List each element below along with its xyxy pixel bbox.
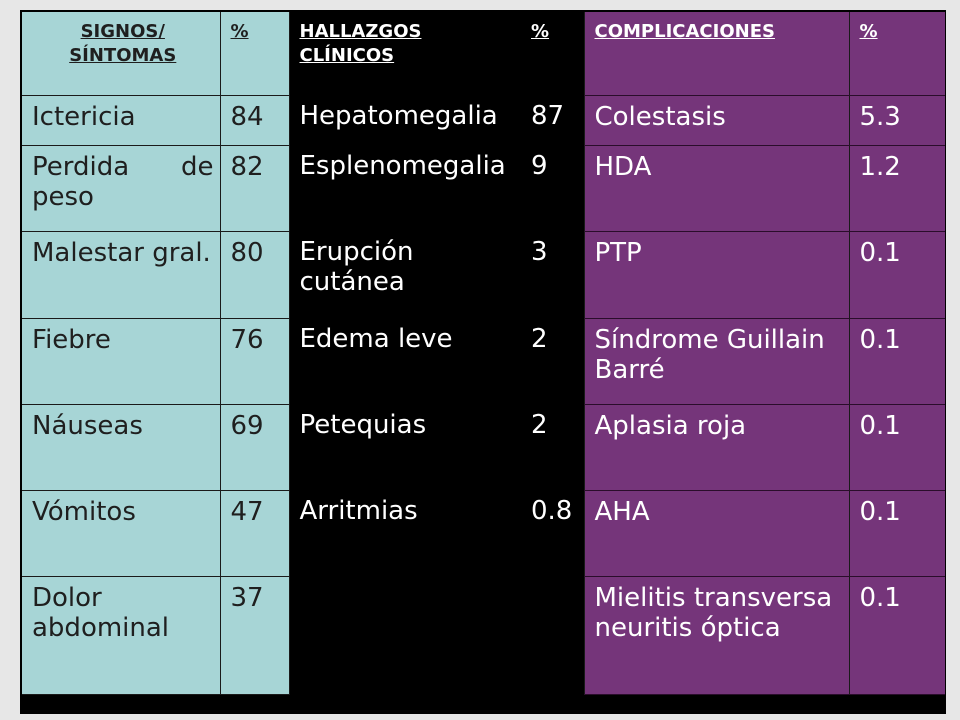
hallazgo-cell: Edema leve xyxy=(289,318,521,404)
signo-pct-cell: 69 xyxy=(220,404,290,491)
complicacion-cell: HDA xyxy=(583,145,849,232)
complicacion-pct-cell: 0.1 xyxy=(848,318,945,405)
header-complicaciones-pct: % xyxy=(848,12,945,96)
hallazgo-pct-cell: 2 xyxy=(521,318,584,404)
complicacion-cell: PTP xyxy=(583,231,849,319)
table-row: Perdida de peso 82 Esplenomegalia 9 HDA … xyxy=(22,145,945,232)
signo-cell: Dolor abdominal xyxy=(22,576,221,695)
hallazgo-cell: Hepatomegalia xyxy=(289,95,521,145)
complicacion-cell: Colestasis xyxy=(583,95,849,146)
table-row: Náuseas 69 Petequias 2 Aplasia roja 0.1 xyxy=(22,404,945,491)
hallazgo-pct-cell: 2 xyxy=(521,404,584,490)
complicacion-pct-cell: 5.3 xyxy=(848,95,945,146)
header-signos: SIGNOS/ SÍNTOMAS xyxy=(22,12,221,96)
hallazgo-pct-cell xyxy=(521,576,584,694)
table-row: Fiebre 76 Edema leve 2 Síndrome Guillain… xyxy=(22,318,945,405)
table-row: Dolor abdominal 37 Mielitis transversa n… xyxy=(22,576,945,695)
complicacion-pct-cell: 0.1 xyxy=(848,404,945,491)
signo-pct-cell: 84 xyxy=(220,95,290,146)
complicacion-cell: Aplasia roja xyxy=(583,404,849,491)
signo-cell: Perdida de peso xyxy=(22,145,221,232)
signo-cell: Malestar gral. xyxy=(22,231,221,319)
hallazgo-pct-cell: 3 xyxy=(521,231,584,318)
signo-cell: Náuseas xyxy=(22,404,221,491)
complicacion-cell: AHA xyxy=(583,490,849,577)
hallazgo-cell: Erupción cutánea xyxy=(289,231,521,318)
table-row: Vómitos 47 Arritmias 0.8 AHA 0.1 xyxy=(22,490,945,577)
signo-cell: Fiebre xyxy=(22,318,221,405)
complicacion-pct-cell: 0.1 xyxy=(848,231,945,319)
header-row: SIGNOS/ SÍNTOMAS % HALLAZGOS CLÍNICOS % … xyxy=(22,12,945,96)
signo-pct-cell: 37 xyxy=(220,576,290,695)
header-hallazgos: HALLAZGOS CLÍNICOS xyxy=(289,12,521,95)
hallazgo-cell: Esplenomegalia xyxy=(289,145,521,231)
hallazgo-pct-cell: 87 xyxy=(521,95,584,145)
header-hallazgos-pct: % xyxy=(521,12,584,95)
clinical-table: SIGNOS/ SÍNTOMAS % HALLAZGOS CLÍNICOS % … xyxy=(22,12,945,695)
complicacion-pct-cell: 0.1 xyxy=(848,576,945,695)
table-row: Ictericia 84 Hepatomegalia 87 Colestasis… xyxy=(22,95,945,146)
hallazgo-pct-cell: 9 xyxy=(521,145,584,231)
complicacion-cell: Mielitis transversa neuritis óptica xyxy=(583,576,849,695)
signo-cell: Ictericia xyxy=(22,95,221,146)
hallazgo-cell: Arritmias xyxy=(289,490,521,576)
hallazgo-cell: Petequias xyxy=(289,404,521,490)
signo-pct-cell: 76 xyxy=(220,318,290,405)
header-signos-pct: % xyxy=(220,12,290,96)
slide-frame: SIGNOS/ SÍNTOMAS % HALLAZGOS CLÍNICOS % … xyxy=(20,10,946,714)
complicacion-pct-cell: 1.2 xyxy=(848,145,945,232)
signo-cell: Vómitos xyxy=(22,490,221,577)
hallazgo-cell xyxy=(289,576,521,694)
signo-pct-cell: 80 xyxy=(220,231,290,319)
complicacion-cell: Síndrome Guillain Barré xyxy=(583,318,849,405)
hallazgo-pct-cell: 0.8 xyxy=(521,490,584,576)
table-row: Malestar gral. 80 Erupción cutánea 3 PTP… xyxy=(22,231,945,319)
signo-pct-cell: 82 xyxy=(220,145,290,232)
complicacion-pct-cell: 0.1 xyxy=(848,490,945,577)
header-complicaciones: COMPLICACIONES xyxy=(583,12,849,96)
signo-pct-cell: 47 xyxy=(220,490,290,577)
